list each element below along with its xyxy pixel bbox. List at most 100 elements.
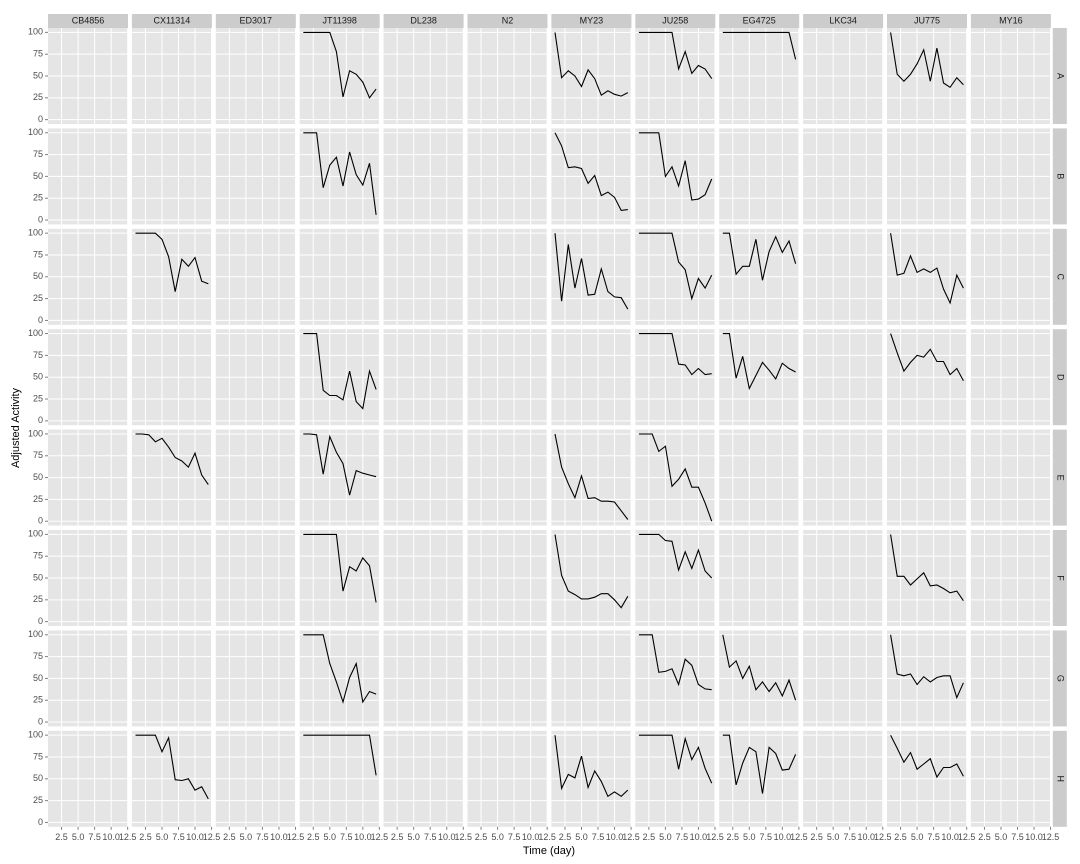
x-tick-label: 10.0: [438, 832, 456, 842]
x-tick-label: 12.5: [874, 832, 892, 842]
x-tick-label: 2.5: [810, 832, 823, 842]
data-line: [890, 233, 964, 305]
data-line: [135, 734, 209, 800]
x-tick-label: 10.0: [606, 832, 624, 842]
x-tick-label: 12.5: [119, 832, 137, 842]
row-label: F: [1055, 575, 1065, 581]
row-label: E: [1055, 475, 1065, 481]
data-line: [303, 31, 377, 99]
strip-bg: [635, 14, 716, 28]
data-line: [890, 32, 964, 89]
y-tick-label: 50: [33, 70, 43, 80]
data-line: [303, 333, 377, 410]
data-line: [554, 132, 628, 211]
x-tick-label: 10.0: [857, 832, 875, 842]
x-tick-label: 2.5: [894, 832, 907, 842]
column-label: DL238: [410, 15, 437, 25]
column-label: JU258: [662, 15, 688, 25]
y-tick-label: 0: [38, 214, 43, 224]
x-tick-label: 10.0: [774, 832, 792, 842]
column-label: N2: [502, 15, 514, 25]
x-tick-label: 10.0: [102, 832, 120, 842]
column-label: MY23: [580, 15, 604, 25]
y-tick-label: 75: [33, 49, 43, 59]
data-line: [303, 132, 377, 215]
data-line: [722, 31, 797, 60]
row-label: H: [1055, 776, 1065, 783]
x-tick-label: 5.0: [240, 832, 253, 842]
column-label: MY16: [999, 15, 1023, 25]
data-line: [638, 433, 713, 522]
data-line: [722, 734, 797, 794]
y-axis-title: Adjusted Activity: [10, 387, 22, 468]
x-tick-label: 7.5: [1011, 832, 1024, 842]
x-tick-label: 5.0: [659, 832, 672, 842]
column-label: LKC34: [829, 15, 857, 25]
data-line: [135, 433, 209, 485]
strip-bg: [887, 14, 967, 28]
x-tick-label: 7.5: [592, 832, 605, 842]
data-line: [554, 433, 629, 520]
strip-bg: [719, 14, 800, 28]
data-line: [890, 734, 964, 779]
data-line: [890, 333, 964, 381]
row-label: A: [1055, 73, 1065, 79]
x-tick-label: 5.0: [743, 832, 756, 842]
data-line: [303, 634, 377, 704]
data-line: [638, 333, 712, 376]
x-tick-label: 2.5: [391, 832, 404, 842]
x-tick-label: 7.5: [676, 832, 689, 842]
x-tick-label: 7.5: [927, 832, 940, 842]
y-tick-label: 50: [33, 572, 43, 582]
y-tick-label: 25: [33, 393, 43, 403]
strip-bg: [551, 14, 632, 28]
y-tick-label: 0: [38, 716, 43, 726]
strip-bg: [1052, 730, 1067, 827]
x-tick-label: 5.0: [72, 832, 85, 842]
x-tick-label: 5.0: [324, 832, 337, 842]
column-label: EG4725: [743, 15, 776, 25]
x-tick-label: 2.5: [475, 832, 488, 842]
y-tick-label: 50: [33, 773, 43, 783]
y-tick-label: 25: [33, 293, 43, 303]
strip-bg: [970, 14, 1051, 28]
x-tick-label: 7.5: [508, 832, 521, 842]
x-tick-label: 2.5: [307, 832, 320, 842]
data-line: [554, 534, 629, 609]
row-label: B: [1055, 173, 1065, 179]
x-tick-label: 2.5: [55, 832, 68, 842]
strip-bg: [1052, 329, 1067, 426]
strip-bg: [1052, 429, 1067, 526]
y-tick-label: 50: [33, 673, 43, 683]
strip-bg: [131, 14, 212, 28]
x-tick-label: 12.5: [371, 832, 389, 842]
x-tick-label: 12.5: [1042, 832, 1060, 842]
x-tick-label: 5.0: [995, 832, 1008, 842]
y-tick-label: 100: [28, 529, 43, 539]
x-tick-label: 2.5: [978, 832, 991, 842]
y-tick-label: 75: [33, 350, 43, 360]
data-line: [722, 232, 797, 281]
x-tick-label: 10.0: [270, 832, 288, 842]
strip-bg: [467, 14, 548, 28]
x-tick-label: 12.5: [203, 832, 221, 842]
y-tick-label: 25: [33, 92, 43, 102]
x-tick-label: 12.5: [455, 832, 473, 842]
x-tick-label: 5.0: [407, 832, 420, 842]
y-tick-label: 0: [38, 114, 43, 124]
data-line: [638, 734, 713, 784]
x-tick-label: 12.5: [706, 832, 724, 842]
column-label: JU775: [914, 15, 940, 25]
data-line: [638, 533, 713, 579]
x-tick-label: 10.0: [941, 832, 959, 842]
strip-bg: [1052, 228, 1067, 325]
data-line: [554, 735, 629, 798]
x-tick-label: 12.5: [790, 832, 808, 842]
y-tick-label: 0: [38, 516, 43, 526]
y-tick-label: 0: [38, 415, 43, 425]
y-tick-label: 75: [33, 249, 43, 259]
column-label: JT11398: [323, 15, 357, 25]
y-tick-label: 75: [33, 751, 43, 761]
y-tick-label: 100: [28, 328, 43, 338]
